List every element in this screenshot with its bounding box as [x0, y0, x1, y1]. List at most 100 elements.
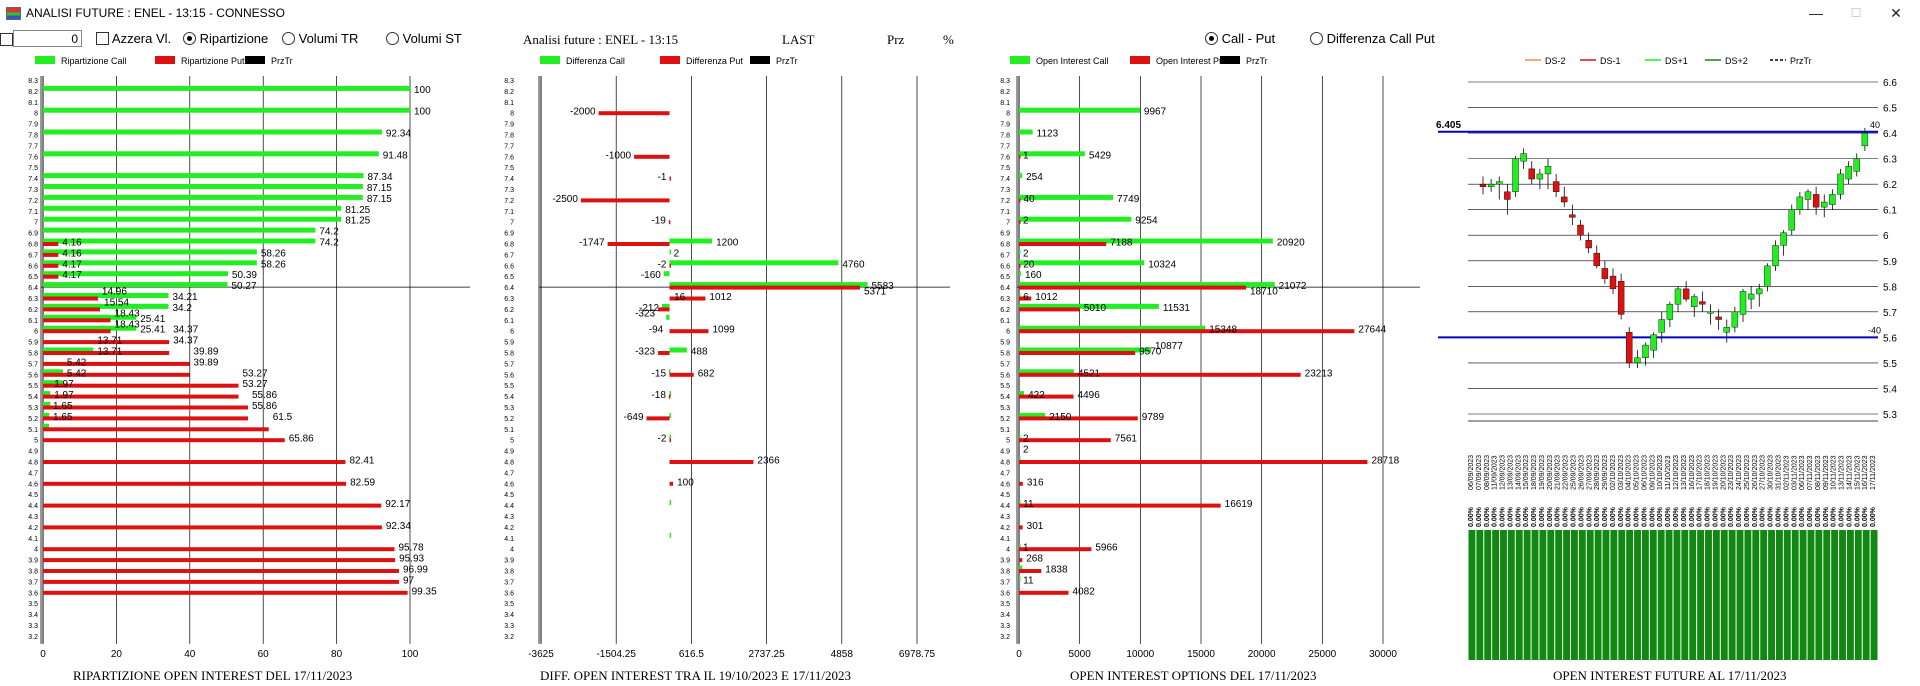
volume-bar: [1870, 530, 1878, 660]
data-label: 15.54: [104, 297, 129, 308]
y-tick-label: 8: [1006, 111, 1010, 118]
candle-body: [1585, 240, 1592, 249]
put-bar: [43, 296, 98, 301]
data-label: 28718: [1371, 456, 1399, 467]
date-label: 26/09/2023: [1578, 455, 1585, 490]
date-label: 19/09/2023: [1539, 455, 1546, 490]
y-tick-label: 6: [1006, 329, 1010, 336]
put-bar: [1019, 307, 1080, 312]
data-label: 16: [674, 292, 686, 303]
data-label: 2: [1023, 445, 1029, 456]
x-tick-label: 80: [331, 649, 343, 660]
call-bar: [669, 434, 671, 440]
value-input[interactable]: 0: [13, 30, 82, 47]
y-tick-label: 3.2: [28, 634, 38, 641]
right-mark: 40: [1870, 120, 1880, 130]
data-label: 100: [414, 107, 431, 118]
date-label: 11/09/2023: [1492, 455, 1499, 490]
close-button[interactable]: ✕: [1890, 5, 1902, 21]
y-tick-label: 5: [510, 438, 514, 445]
call-bar: [1019, 271, 1021, 277]
data-label: 25.41: [140, 314, 165, 325]
call-bar: [1019, 129, 1033, 135]
data-label: 4760: [842, 259, 865, 270]
date-label: 22/09/2023: [1563, 455, 1570, 490]
y-tick-label: 6.8: [1000, 242, 1010, 249]
y-tick-label: 7.7: [28, 143, 38, 150]
y-tick-label: 7.7: [504, 143, 514, 150]
data-label: -1: [658, 172, 667, 183]
data-label: 82.41: [349, 456, 374, 467]
volume-bar: [1468, 530, 1476, 660]
date-label: 06/10/2023: [1641, 455, 1648, 490]
y-tick-label: 5.8: [28, 351, 38, 358]
call-bar: [43, 107, 410, 113]
data-label: 11: [1023, 499, 1034, 510]
radio-differenza-label: Differenza Call Put: [1326, 31, 1435, 46]
azzera-checkbox[interactable]: Azzera Vl.: [96, 31, 171, 46]
y-tick-label: 6.5: [28, 274, 38, 281]
volume-bar: [1665, 530, 1673, 660]
data-label: 4.16: [62, 248, 82, 259]
azzera-label: Azzera Vl.: [111, 31, 172, 46]
radio-differenza[interactable]: Differenza Call Put: [1310, 31, 1435, 46]
put-bar: [43, 569, 399, 573]
y-tick-label: 3.7: [28, 579, 38, 586]
data-label: -2500: [552, 194, 578, 205]
maximize-button[interactable]: ☐: [1850, 6, 1862, 20]
y-tick-label: 5.4: [504, 394, 514, 401]
legend-label: Differenza Call: [566, 56, 625, 66]
radio-ripartizione[interactable]: Ripartizione: [183, 31, 268, 46]
date-label: 15/11/2023: [1854, 455, 1861, 490]
date-label: 04/10/2023: [1626, 455, 1633, 490]
date-label: 06/11/2023: [1799, 455, 1806, 490]
call-bar: [43, 151, 379, 157]
put-bar: [646, 416, 670, 421]
data-label: 18.43: [115, 308, 140, 319]
put-bar: [1019, 460, 1368, 464]
data-label: 53.27: [243, 368, 268, 379]
data-label: 25.41: [140, 325, 165, 336]
x-tick-label: 2737.25: [749, 649, 786, 660]
candle-body: [1747, 293, 1755, 300]
call-bar: [666, 314, 670, 320]
candle-body: [1609, 275, 1617, 290]
radio-call-put[interactable]: Call - Put: [1205, 31, 1275, 46]
y-tick-label: 8.1: [28, 100, 38, 107]
y-tick-label: 7.9: [28, 122, 38, 129]
radio-volumi-tr[interactable]: Volumi TR: [282, 31, 358, 46]
pct-label: 0.00%: [1634, 506, 1641, 527]
legend-label: DS-2: [1545, 56, 1566, 66]
chart-differenza: Differenza Call Differenza Put PrzTr -3625 -…: [504, 56, 950, 660]
pct-label: 0.00%: [1768, 506, 1775, 527]
call-bar: [1019, 500, 1021, 506]
call-bar: [43, 293, 169, 298]
call-bar: [1019, 249, 1021, 255]
pct-label: 0.00%: [1578, 506, 1585, 527]
data-label: -19: [651, 216, 666, 227]
data-label: 50.27: [231, 281, 256, 292]
y-tick-label: 8.2: [28, 89, 38, 96]
put-bar: [669, 372, 694, 377]
candle-body: [1569, 214, 1576, 218]
left-checkbox[interactable]: [0, 33, 13, 46]
put-bar: [43, 416, 249, 421]
data-label: -649: [624, 412, 644, 423]
y-tick-label: 4.3: [1000, 514, 1010, 521]
data-label: 15348: [1209, 325, 1237, 336]
minimize-button[interactable]: —: [1809, 5, 1823, 21]
data-label: 2: [674, 248, 680, 259]
pct-label: 0.00%: [1657, 506, 1664, 527]
call-bar: [43, 260, 257, 266]
data-label: 13.71: [97, 347, 122, 358]
data-label: 58.26: [261, 259, 286, 270]
call-bar: [43, 173, 364, 179]
put-bar: [1019, 394, 1074, 399]
call-bar: [1019, 456, 1021, 462]
pct-label: 0.00%: [1705, 506, 1712, 527]
pct-label: 0.00%: [1744, 506, 1751, 527]
radio-volumi-st[interactable]: Volumi ST: [386, 31, 462, 46]
candle-body: [1544, 166, 1552, 175]
legend-label: DS+1: [1665, 56, 1688, 66]
y-tick-label: 6.4: [1000, 285, 1010, 292]
